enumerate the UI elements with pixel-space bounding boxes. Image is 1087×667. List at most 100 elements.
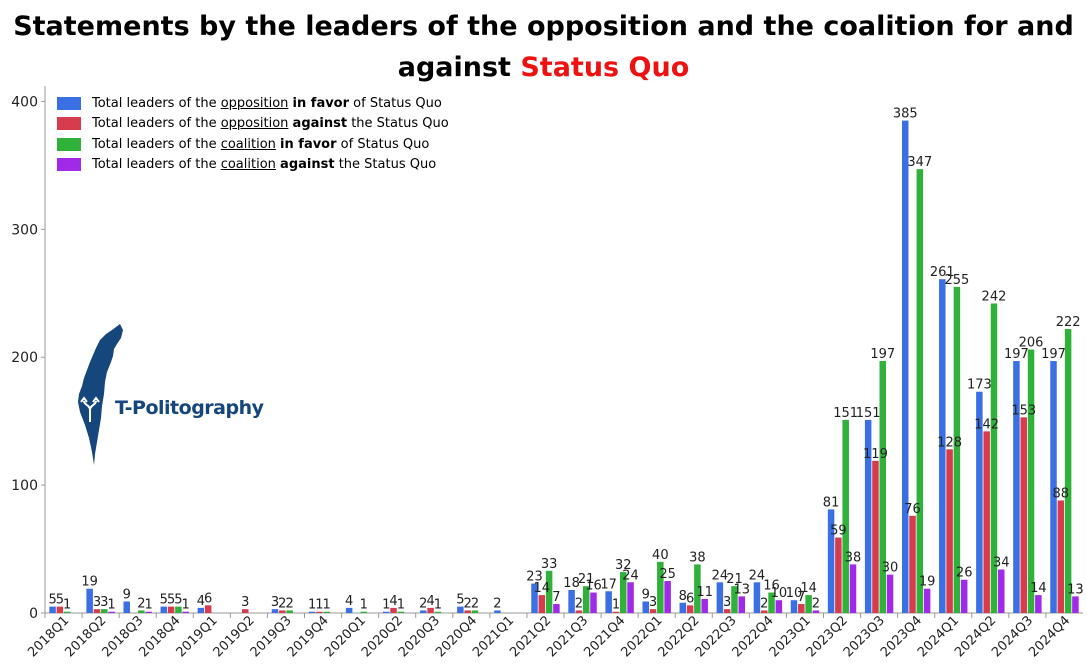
bar xyxy=(360,611,368,613)
bar xyxy=(835,537,842,613)
bar xyxy=(849,564,857,613)
data-label: 2 xyxy=(278,596,286,611)
bar xyxy=(790,600,798,613)
bar xyxy=(612,611,620,613)
data-label: 21 xyxy=(726,572,743,587)
data-label: 24 xyxy=(749,568,766,583)
data-label: 2 xyxy=(760,596,768,611)
data-label: 255 xyxy=(944,273,969,288)
data-label: 153 xyxy=(1011,403,1036,418)
legend-item: Total leaders of the opposition against … xyxy=(57,114,449,135)
title-line-2: against Status Quo xyxy=(0,47,1087,88)
data-label: 4 xyxy=(426,594,434,609)
data-label: 13 xyxy=(733,582,750,597)
bar xyxy=(457,606,464,613)
data-label: 3 xyxy=(100,595,108,610)
bar xyxy=(701,598,708,613)
data-label: 1 xyxy=(182,598,190,613)
bar xyxy=(960,579,968,613)
chart-title: Statements by the leaders of the opposit… xyxy=(0,6,1087,88)
y-tick-label: 100 xyxy=(11,478,38,494)
data-label: 8 xyxy=(679,589,687,604)
data-label: 38 xyxy=(845,550,862,565)
bar xyxy=(620,572,627,613)
fork-icon xyxy=(80,396,100,422)
bar xyxy=(1020,417,1027,613)
data-label: 347 xyxy=(907,155,932,170)
bar xyxy=(108,611,115,613)
bar xyxy=(664,581,671,613)
bar xyxy=(864,419,872,613)
bar xyxy=(753,582,761,613)
bar xyxy=(86,588,93,613)
data-label: 6 xyxy=(686,591,694,606)
bar xyxy=(916,169,924,613)
data-label: 33 xyxy=(541,557,558,572)
map-logo-icon xyxy=(78,324,123,465)
data-label: 5 xyxy=(174,593,182,608)
bar xyxy=(382,611,390,613)
bar xyxy=(182,611,189,613)
data-label: 128 xyxy=(937,435,962,450)
bar xyxy=(464,610,471,613)
bar xyxy=(390,607,397,613)
bar xyxy=(998,569,1005,613)
bar xyxy=(323,611,330,613)
bar xyxy=(420,610,427,613)
data-label: 14 xyxy=(1030,581,1047,596)
bar xyxy=(1057,500,1065,613)
bar xyxy=(909,515,916,613)
legend-label: Total leaders of the coalition against t… xyxy=(92,157,437,173)
chart-legend: Total leaders of the opposition in favor… xyxy=(57,93,449,175)
data-label: 16 xyxy=(585,579,602,594)
bar xyxy=(590,592,597,613)
data-label: 2 xyxy=(812,596,820,611)
data-label: 17 xyxy=(600,577,617,592)
data-label: 32 xyxy=(615,558,632,573)
data-label: 14 xyxy=(800,581,817,596)
title-line-1: Statements by the leaders of the opposit… xyxy=(13,11,1074,42)
bar xyxy=(946,449,953,613)
bar xyxy=(531,583,538,613)
bar xyxy=(271,609,279,613)
data-label: 88 xyxy=(1053,486,1070,501)
data-label: 142 xyxy=(974,417,999,432)
legend-swatch xyxy=(57,96,81,110)
data-label: 119 xyxy=(863,447,888,462)
data-label: 30 xyxy=(882,561,899,576)
data-label: 38 xyxy=(689,550,706,565)
data-label: 16 xyxy=(763,579,780,594)
x-tick-label: 2024Q4 xyxy=(1026,613,1073,660)
bar xyxy=(160,606,168,613)
data-label: 7 xyxy=(797,590,805,605)
bar xyxy=(686,605,694,613)
bar xyxy=(553,604,560,613)
data-label: 4 xyxy=(345,594,353,609)
bar xyxy=(798,604,805,613)
data-label: 2 xyxy=(137,596,145,611)
legend-label: Total leaders of the opposition in favor… xyxy=(92,95,442,111)
y-tick-label: 400 xyxy=(11,94,38,110)
data-label: 2 xyxy=(493,596,501,611)
data-label: 5 xyxy=(167,593,175,608)
bar xyxy=(545,570,553,613)
data-label: 385 xyxy=(893,107,918,122)
bar xyxy=(923,588,931,613)
bar xyxy=(953,286,961,613)
bar xyxy=(197,607,205,613)
data-label: 24 xyxy=(712,568,729,583)
data-label: 34 xyxy=(993,556,1010,571)
data-label: 59 xyxy=(830,524,847,539)
data-label: 10 xyxy=(771,586,788,601)
bar xyxy=(872,460,879,613)
data-label: 9 xyxy=(642,587,650,602)
data-label: 1 xyxy=(612,598,620,613)
data-label: 151 xyxy=(833,406,858,421)
bar xyxy=(805,595,812,613)
legend-label: Total leaders of the opposition against … xyxy=(92,116,449,132)
data-label: 197 xyxy=(1041,347,1066,362)
data-label: 6 xyxy=(204,591,212,606)
bar xyxy=(175,606,182,613)
bar xyxy=(723,609,731,613)
bar xyxy=(627,582,634,613)
